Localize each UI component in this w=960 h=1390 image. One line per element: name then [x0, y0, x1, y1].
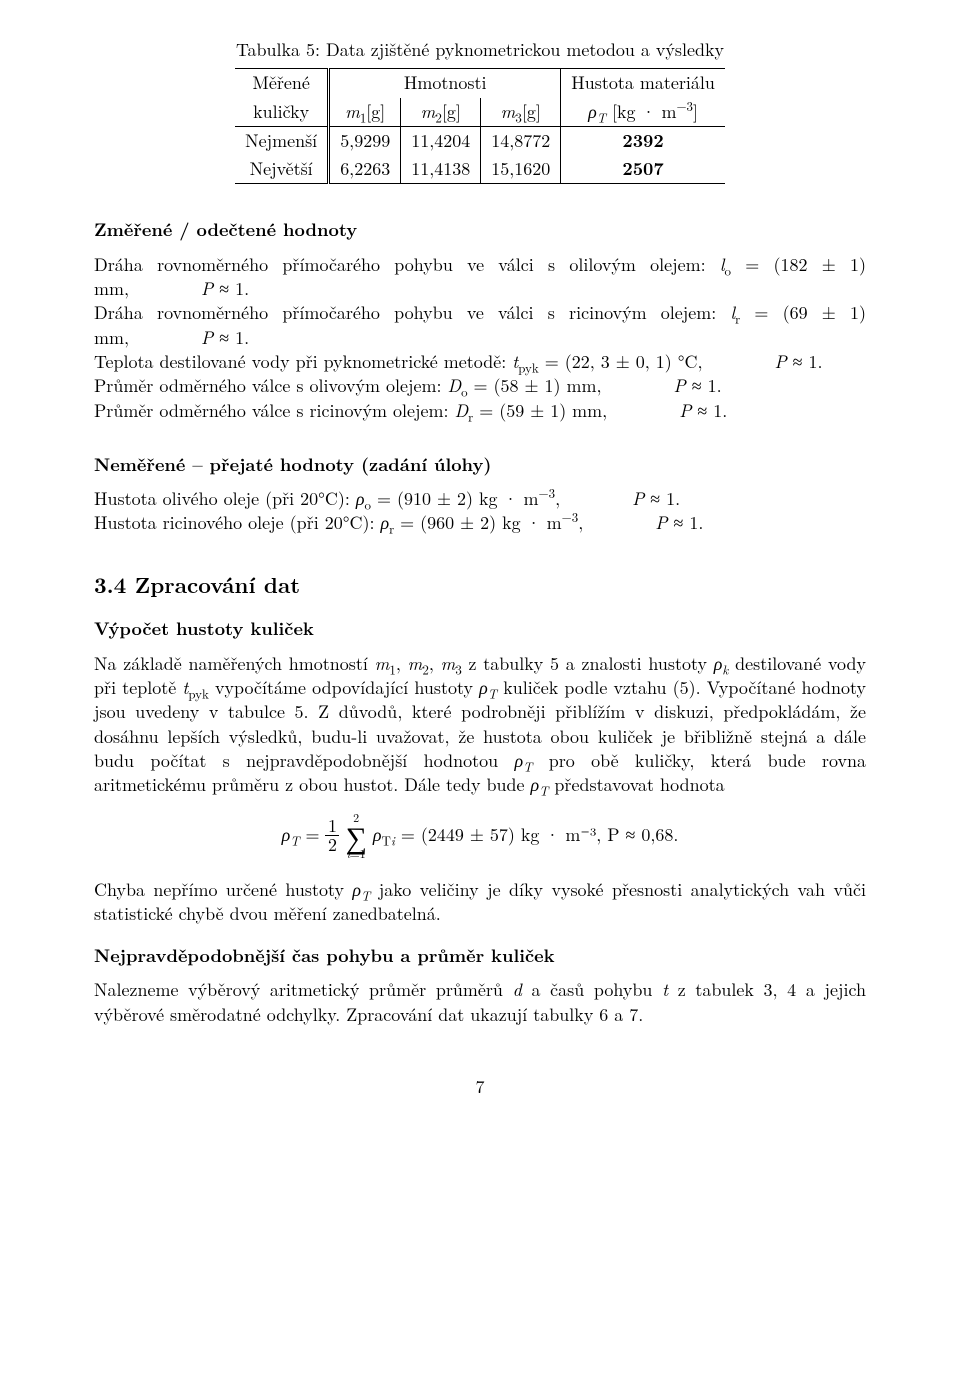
subheading-calc-density: Výpočet hustoty kuliček — [94, 617, 866, 641]
table-cell: 14,8772 — [481, 126, 561, 155]
section-heading: 3.4 Zpracování dat — [94, 570, 866, 600]
table-cell: 2507 — [561, 155, 725, 184]
table-cell: 6,2263 — [329, 155, 401, 184]
table-cell: 11,4138 — [401, 155, 481, 184]
subheading-measured: Změřené / odečtené hodnoty — [94, 218, 866, 242]
measured-line: Dráha rovnoměrného přímočarého pohybu ve… — [94, 301, 866, 350]
body-paragraph: Na základě naměřených hmotností m1, m2, … — [94, 652, 866, 798]
col-header: m2[g] — [401, 98, 481, 127]
table-cell: 2392 — [561, 126, 725, 155]
subheading-time-diameter: Nejpravděpodobnější čas pohybu a průměr … — [94, 944, 866, 968]
measured-line: Průměr odměrného válce s ricinovým oleje… — [94, 399, 866, 423]
body-paragraph: Chyba nepřímo určené hustoty ρT jako vel… — [94, 878, 866, 927]
measured-line: Teplota destilované vody při pyknometric… — [94, 350, 866, 374]
page-number: 7 — [94, 1075, 866, 1099]
table-caption: Tabulka 5: Data zjištěné pyknometrickou … — [94, 38, 866, 62]
measured-line: Dráha rovnoměrného přímočarého pohybu ve… — [94, 253, 866, 302]
body-paragraph: Nalezneme výběrový aritmetický průměr pr… — [94, 978, 866, 1027]
col-header: Hmotnosti — [329, 69, 561, 98]
measured-line: Průměr odměrného válce s olivovým olejem… — [94, 374, 866, 398]
col-header: m1[g] — [329, 98, 401, 127]
display-equation: ρT = 1 2 2 ∑ i=1 ρTi = (2449 ± 57) kg · … — [94, 812, 866, 860]
col-header: Hustota materiálu — [561, 69, 725, 98]
unmeasured-line: Hustota olivého oleje (při 20°C): ρo = (… — [94, 487, 866, 511]
table-cell: Největší — [235, 155, 329, 184]
col-header: Měřené — [235, 69, 329, 98]
table-cell: Nejmenší — [235, 126, 329, 155]
subheading-unmeasured: Neměřené – přejaté hodnoty (zadání úlohy… — [94, 453, 866, 477]
table-cell: 11,4204 — [401, 126, 481, 155]
col-header: m3[g] — [481, 98, 561, 127]
unmeasured-line: Hustota ricinového oleje (při 20°C): ρr … — [94, 511, 866, 535]
data-table: Měřené Hmotnosti Hustota materiálu kulič… — [235, 68, 725, 184]
table-cell: 15,1620 — [481, 155, 561, 184]
table-cell: 5,9299 — [329, 126, 401, 155]
col-header: ρT [kg · m−3] — [561, 98, 725, 127]
col-header: kuličky — [235, 98, 329, 127]
